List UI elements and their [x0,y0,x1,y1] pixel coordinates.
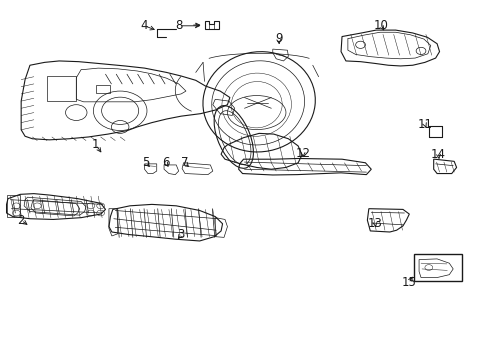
Text: 12: 12 [295,147,310,159]
Text: 1: 1 [92,138,100,151]
Text: 3: 3 [177,228,184,241]
Text: 10: 10 [373,19,387,32]
Text: 5: 5 [142,156,149,169]
Text: 7: 7 [181,156,188,169]
Text: 2: 2 [18,214,25,227]
Text: 11: 11 [417,118,431,131]
Text: 6: 6 [162,156,169,169]
Text: 15: 15 [401,276,416,289]
Bar [413,254,461,281]
Text: 13: 13 [367,217,382,230]
Bar [96,85,110,93]
Text: 9: 9 [274,32,282,45]
Text: 14: 14 [430,148,445,161]
Text: 8: 8 [175,19,182,32]
Text: 4: 4 [141,19,148,32]
